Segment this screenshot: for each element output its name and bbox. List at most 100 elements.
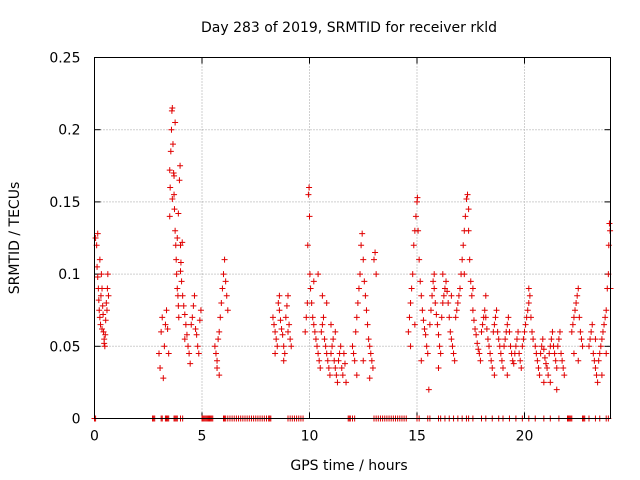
data-point bbox=[410, 242, 417, 249]
data-point bbox=[160, 375, 167, 382]
data-point bbox=[352, 328, 359, 335]
data-point bbox=[483, 325, 490, 332]
data-point bbox=[103, 299, 110, 306]
data-point bbox=[602, 314, 609, 321]
data-point bbox=[448, 336, 455, 343]
data-point bbox=[596, 350, 603, 357]
data-point bbox=[94, 263, 101, 270]
data-point bbox=[179, 239, 186, 246]
data-point bbox=[507, 343, 514, 350]
data-point bbox=[181, 311, 188, 318]
data-point bbox=[558, 350, 565, 357]
data-point bbox=[104, 285, 111, 292]
data-point bbox=[168, 126, 175, 133]
data-point bbox=[185, 343, 192, 350]
data-point bbox=[560, 364, 567, 371]
data-point bbox=[171, 191, 178, 198]
x-tick-label: 0 bbox=[90, 429, 99, 445]
data-point bbox=[312, 336, 319, 343]
data-point bbox=[368, 357, 375, 364]
data-point bbox=[412, 213, 419, 220]
data-point bbox=[449, 343, 456, 350]
data-point bbox=[276, 292, 283, 299]
data-point bbox=[527, 314, 534, 321]
data-point bbox=[459, 256, 466, 263]
data-point bbox=[366, 343, 373, 350]
y-tick-label: 0.25 bbox=[49, 51, 80, 67]
data-point bbox=[424, 350, 431, 357]
data-point bbox=[432, 299, 439, 306]
data-point bbox=[529, 328, 536, 335]
data-point bbox=[435, 331, 442, 338]
data-point bbox=[355, 285, 362, 292]
data-point bbox=[513, 336, 520, 343]
data-point bbox=[423, 343, 430, 350]
data-point bbox=[332, 328, 339, 335]
data-point bbox=[446, 314, 453, 321]
data-point bbox=[543, 360, 549, 367]
data-point bbox=[421, 325, 428, 332]
data-point bbox=[308, 299, 315, 306]
data-point bbox=[465, 227, 472, 234]
data-point bbox=[280, 357, 287, 364]
data-point bbox=[99, 285, 106, 292]
data-point bbox=[475, 346, 482, 353]
data-point bbox=[427, 307, 434, 314]
data-point bbox=[601, 321, 608, 328]
data-point bbox=[463, 196, 470, 203]
data-point bbox=[223, 292, 230, 299]
data-point bbox=[317, 364, 324, 371]
data-point bbox=[97, 292, 104, 299]
data-point bbox=[460, 242, 467, 249]
data-point bbox=[526, 292, 533, 299]
data-point bbox=[481, 307, 488, 314]
data-point bbox=[501, 343, 508, 350]
data-point bbox=[174, 285, 181, 292]
data-point bbox=[189, 314, 196, 321]
data-point bbox=[302, 328, 309, 335]
data-point bbox=[587, 336, 594, 343]
data-point bbox=[519, 343, 526, 350]
data-point bbox=[285, 292, 291, 299]
data-point bbox=[411, 321, 418, 328]
data-point bbox=[570, 350, 577, 357]
data-point bbox=[95, 297, 102, 304]
x-tick-label: 10 bbox=[301, 429, 319, 445]
data-point bbox=[493, 307, 500, 314]
data-point bbox=[407, 299, 414, 306]
data-point bbox=[307, 285, 314, 292]
data-point bbox=[343, 379, 350, 386]
x-tick-label: 20 bbox=[516, 429, 534, 445]
data-point bbox=[522, 321, 529, 328]
data-point bbox=[589, 321, 596, 328]
data-point bbox=[337, 343, 344, 350]
data-point bbox=[272, 350, 279, 357]
data-point bbox=[216, 372, 223, 379]
data-point bbox=[598, 336, 605, 343]
data-point bbox=[334, 379, 341, 386]
data-point bbox=[339, 372, 346, 379]
data-point bbox=[193, 331, 200, 338]
data-point bbox=[422, 331, 429, 338]
data-point bbox=[159, 314, 166, 321]
data-point bbox=[310, 278, 317, 285]
data-point bbox=[553, 386, 560, 393]
data-point bbox=[451, 357, 458, 364]
data-point bbox=[320, 314, 327, 321]
data-point bbox=[595, 357, 602, 364]
data-point bbox=[532, 343, 539, 350]
data-point bbox=[554, 343, 561, 350]
data-point bbox=[473, 331, 480, 338]
data-point bbox=[190, 302, 197, 309]
data-point bbox=[315, 350, 322, 357]
data-point bbox=[315, 271, 322, 278]
data-point bbox=[466, 256, 473, 263]
data-point bbox=[574, 292, 581, 299]
data-point bbox=[525, 285, 532, 292]
data-point bbox=[195, 350, 202, 357]
y-tick-label: 0.15 bbox=[49, 195, 80, 211]
data-point bbox=[524, 307, 531, 314]
data-point bbox=[417, 278, 424, 285]
data-point bbox=[166, 167, 173, 174]
data-point bbox=[305, 191, 312, 198]
